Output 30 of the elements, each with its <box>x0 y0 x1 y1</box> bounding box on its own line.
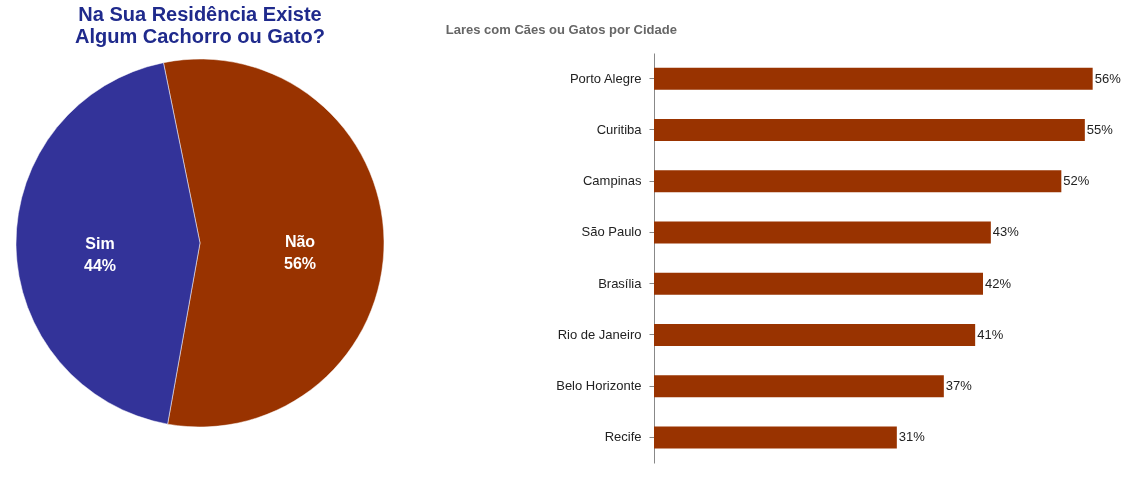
bar <box>654 375 944 398</box>
data-label: 56% <box>283 254 317 272</box>
data-label: 31% <box>898 429 926 445</box>
slice-label: Sim <box>85 235 115 253</box>
bar <box>654 323 976 346</box>
bar <box>654 426 897 449</box>
y-tick-label: Porto Alegre <box>569 70 642 86</box>
data-label: 56% <box>1094 70 1122 86</box>
data-label: 37% <box>945 378 973 394</box>
slice-label: Não <box>284 232 316 250</box>
data-label: 52% <box>1063 173 1090 189</box>
bar <box>654 170 1062 193</box>
chart-title: Na Sua Residência Existe Algum Cachorro ou Gato? <box>75 3 325 47</box>
y-tick-label: Brasília <box>598 275 643 291</box>
data-label: 44% <box>83 257 117 275</box>
data-label: 42% <box>985 275 1012 291</box>
y-tick-label: Rio de Janeiro <box>557 326 642 342</box>
y-tick-label: Belo Horizonte <box>556 378 642 394</box>
y-tick-label: Campinas <box>582 173 642 189</box>
data-label: 43% <box>992 224 1020 240</box>
chart-title: Lares com Cães ou Gatos por Cidade <box>445 22 677 37</box>
data-label: 41% <box>977 326 1004 342</box>
bar <box>654 118 1085 141</box>
bar <box>654 67 1093 90</box>
bar <box>654 221 991 244</box>
y-tick-label: São Paulo <box>581 224 642 240</box>
y-tick-label: Recife <box>604 429 642 445</box>
bar <box>654 272 983 295</box>
data-label: 55% <box>1086 121 1114 137</box>
y-tick-label: Curitiba <box>596 121 643 137</box>
